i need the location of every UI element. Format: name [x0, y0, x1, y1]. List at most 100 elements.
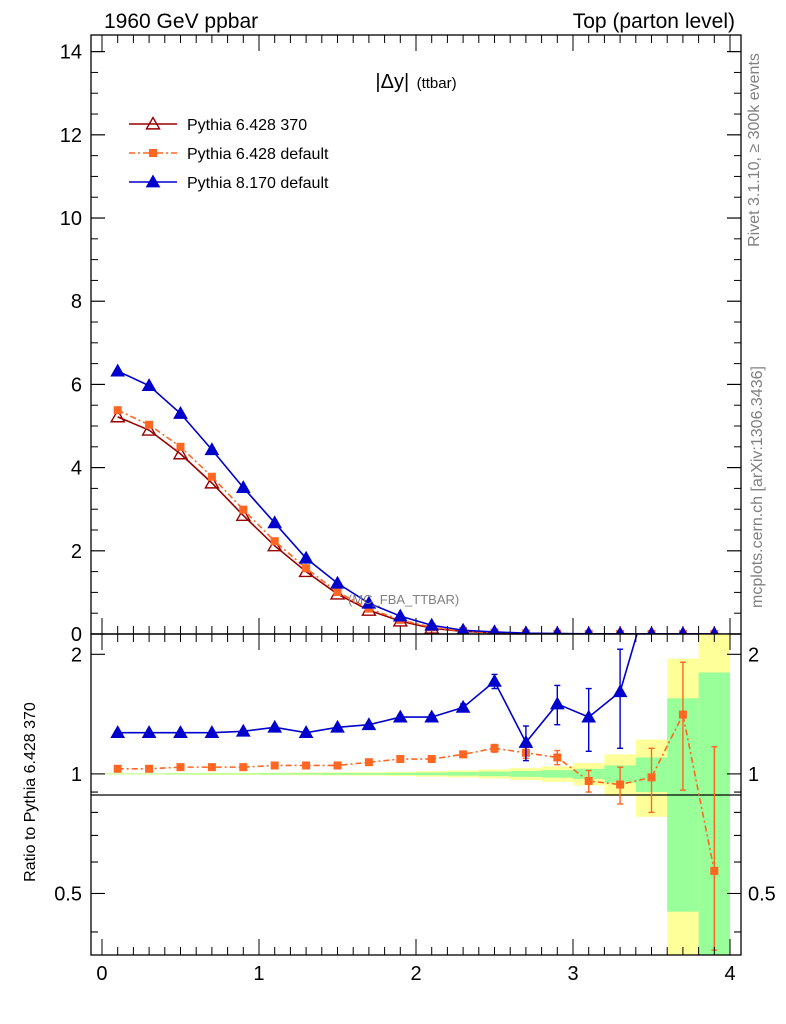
ratio-panel-frame — [90, 633, 742, 956]
plot-title-main: |Δy| — [375, 71, 409, 93]
ratio-band-inner — [541, 770, 574, 778]
ratio-data-point — [298, 725, 314, 739]
main-data-point — [235, 480, 251, 493]
ratio-data-point — [204, 725, 220, 739]
main-data-point — [141, 422, 157, 436]
ratio-band-inner — [133, 773, 165, 775]
ratio-data-point — [267, 719, 283, 733]
main-data-point — [647, 626, 656, 634]
analysis-watermark: (MC_FBA_TTBAR) — [348, 592, 459, 607]
main-data-point — [173, 406, 188, 419]
main-data-point — [235, 507, 252, 522]
ratio-data-point — [424, 709, 440, 723]
ratio-data-point — [647, 773, 656, 782]
ratio-data-point — [427, 755, 436, 764]
main-data-point — [333, 587, 342, 596]
ratio-data-point — [392, 709, 408, 723]
ratio-data-point — [176, 763, 185, 772]
main-data-point — [239, 505, 248, 514]
ratio-data-point — [616, 780, 625, 789]
ratio-data-point — [518, 734, 534, 748]
ratio-data-point — [270, 761, 279, 770]
legend-entry: Pythia 8.170 default — [187, 175, 329, 192]
ratio-band-inner — [196, 773, 228, 775]
ratio-data-point — [207, 763, 216, 772]
legend: Pythia 6.428 370 Pythia 6.428 default Pyth… — [129, 116, 329, 192]
ratio-xtick-label: 3 — [567, 963, 578, 985]
ratio-data-point — [459, 750, 468, 759]
main-ytick-label: 6 — [71, 374, 82, 396]
ratio-band-inner — [101, 773, 134, 775]
header-left: 1960 GeV ppbar — [104, 10, 258, 33]
plot-title: |Δy| (ttbar) — [375, 71, 456, 93]
main-data-point — [207, 472, 216, 481]
main-data-point — [176, 442, 185, 451]
ratio-data-point — [455, 699, 471, 713]
ratio-ytick-label: 0.5 — [54, 883, 82, 905]
ratio-band-inner — [510, 770, 542, 777]
ratio-data-point — [645, 578, 658, 589]
ratio-data-point — [678, 710, 687, 719]
ratio-ytick-label-right: 0.5 — [748, 883, 776, 905]
ratio-data-point — [584, 776, 593, 785]
ratio-data-point — [708, 578, 721, 589]
legend-marker — [145, 116, 161, 130]
ratio-band-inner — [416, 772, 448, 776]
ratio-data-point — [490, 744, 499, 753]
ratio-xtick-label: 2 — [410, 963, 421, 985]
ratio-xtick-label: 1 — [253, 963, 264, 985]
ratio-band-inner — [447, 772, 479, 776]
main-data-point — [615, 626, 625, 634]
ratio-data-point — [141, 725, 157, 739]
main-axis-ticks: 0 2 4 6 8 10 12 14 — [60, 35, 741, 646]
ratio-data-point — [364, 758, 373, 767]
ratio-band-inner — [321, 773, 354, 775]
main-data-point — [204, 442, 220, 456]
mcplots-label: mcplots.cern.ch [arXiv:1306.3436] — [749, 366, 766, 608]
ratio-ytick-label: 2 — [71, 644, 82, 666]
main-data-point — [552, 626, 562, 634]
main-data-point — [424, 617, 440, 631]
main-data-point — [364, 604, 373, 613]
main-data-point — [267, 515, 283, 529]
ratio-series-line — [117, 634, 638, 744]
ratio-band-inner — [384, 772, 416, 775]
ratio-series-line — [117, 712, 716, 872]
ratio-series — [110, 578, 721, 951]
ratio-ytick-label-right: 2 — [748, 644, 759, 666]
main-data-point — [145, 420, 154, 429]
ratio-xtick-label: 4 — [724, 963, 735, 985]
ratio-data-point — [612, 684, 628, 698]
main-ytick-label: 2 — [71, 541, 82, 563]
main-data-point — [113, 406, 122, 415]
ratio-data-point — [110, 725, 126, 739]
plot-title-sub: (ttbar) — [417, 75, 457, 92]
main-data-point — [110, 363, 126, 377]
main-ytick-label: 14 — [60, 42, 82, 64]
ratio-data-point — [302, 761, 311, 770]
ratio-series-0 — [113, 661, 719, 951]
main-data-point — [302, 564, 311, 573]
main-data-point — [330, 575, 345, 589]
ratio-data-point — [581, 709, 597, 723]
ratio-data-point — [145, 764, 154, 773]
ratio-series-1 — [110, 578, 721, 762]
ratio-data-point — [239, 763, 248, 772]
ratio-data-point — [235, 723, 251, 737]
ratio-band-inner — [353, 773, 385, 775]
main-data-point — [392, 608, 408, 622]
ratio-band-inner — [164, 773, 197, 775]
main-data-point — [584, 626, 594, 634]
ratio-data-point — [330, 719, 345, 733]
header-right: Top (parton level) — [573, 10, 735, 33]
ratio-ytick-label-right: 1 — [748, 764, 759, 786]
ratio-data-point — [113, 764, 122, 773]
legend-entry: Pythia 6.428 370 — [187, 117, 307, 134]
main-data-point — [710, 626, 719, 634]
main-data-point — [172, 445, 189, 460]
main-data-point — [361, 595, 377, 609]
ratio-data-point — [553, 753, 562, 762]
main-ytick-label: 10 — [60, 208, 82, 230]
ratio-data-point — [396, 755, 405, 764]
